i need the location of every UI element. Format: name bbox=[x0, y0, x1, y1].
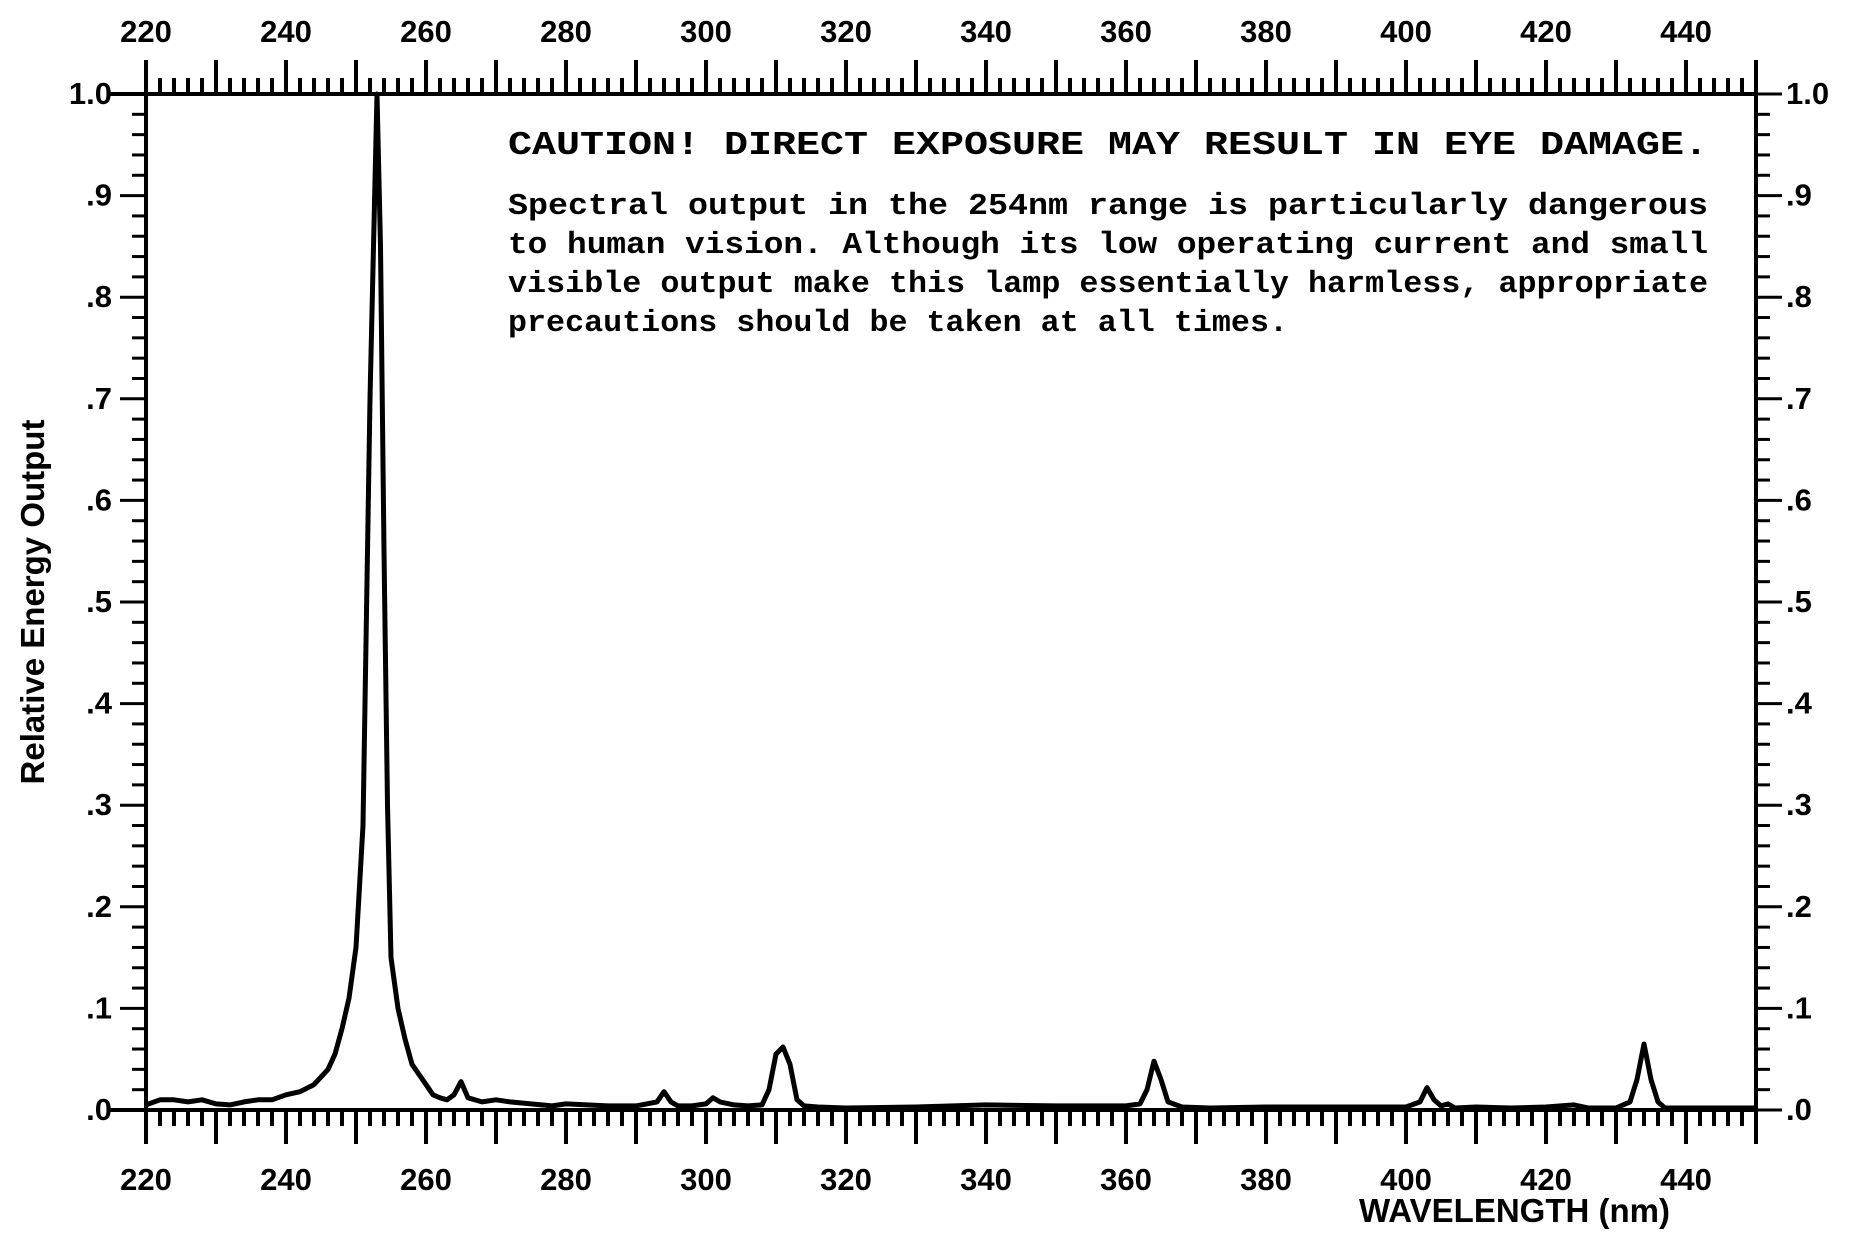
y-tick-label-left: .0 bbox=[86, 1092, 112, 1127]
y-tick-label-right: .4 bbox=[1786, 686, 1813, 721]
y-tick-label-right: .5 bbox=[1786, 584, 1812, 619]
y-tick-label-right: .3 bbox=[1786, 787, 1812, 822]
x-tick-label-top: 260 bbox=[400, 14, 452, 49]
tick-labels: 220 220 240 240 260 260 280 280 300 300 320 320 340 3… bbox=[69, 14, 1829, 1197]
x-tick-label-top: 320 bbox=[820, 14, 872, 49]
y-tick-label-left: .6 bbox=[86, 482, 112, 517]
x-tick-label-top: 280 bbox=[540, 14, 592, 49]
y-tick-label-left: .7 bbox=[86, 381, 112, 416]
x-tick-label-top: 440 bbox=[1660, 14, 1712, 49]
x-tick-label-bottom: 280 bbox=[540, 1162, 592, 1197]
plot-frame bbox=[144, 92, 1758, 1112]
y-axis-title: Relative Energy Output bbox=[14, 420, 51, 785]
x-tick-label-bottom: 320 bbox=[820, 1162, 872, 1197]
x-tick-label-bottom: 260 bbox=[400, 1162, 452, 1197]
y-tick-label-left: 1.0 bbox=[69, 76, 112, 111]
x-tick-label-bottom: 300 bbox=[680, 1162, 732, 1197]
x-tick-label-top: 300 bbox=[680, 14, 732, 49]
x-tick-label-bottom: 420 bbox=[1520, 1162, 1572, 1197]
x-tick-label-bottom: 440 bbox=[1660, 1162, 1712, 1197]
x-tick-label-top: 340 bbox=[960, 14, 1012, 49]
x-axis-title: WAVELENGTH (nm) bbox=[1359, 1192, 1670, 1229]
y-tick-label-right: .8 bbox=[1786, 279, 1812, 314]
tick-marks bbox=[108, 60, 1782, 1144]
y-tick-label-right: .1 bbox=[1786, 990, 1812, 1025]
y-tick-label-left: .4 bbox=[86, 686, 113, 721]
x-tick-label-top: 220 bbox=[120, 14, 172, 49]
x-tick-label-bottom: 400 bbox=[1380, 1162, 1432, 1197]
y-tick-label-right: .9 bbox=[1786, 178, 1812, 213]
caution-line-3: visible output make this lamp essentiall… bbox=[508, 267, 1708, 302]
y-tick-label-left: .5 bbox=[86, 584, 112, 619]
y-tick-label-left: .1 bbox=[86, 990, 112, 1025]
caution-line-4: precautions should be taken at all times… bbox=[508, 306, 1288, 341]
x-tick-label-bottom: 360 bbox=[1100, 1162, 1152, 1197]
x-tick-label-top: 240 bbox=[260, 14, 312, 49]
x-tick-label-top: 380 bbox=[1240, 14, 1292, 49]
caution-line-1: Spectral output in the 254nm range is pa… bbox=[508, 189, 1708, 224]
y-tick-label-left: .2 bbox=[86, 889, 112, 924]
x-tick-label-top: 420 bbox=[1520, 14, 1572, 49]
x-tick-label-bottom: 380 bbox=[1240, 1162, 1292, 1197]
caution-heading: CAUTION! DIRECT EXPOSURE MAY RESULT IN E… bbox=[508, 127, 1708, 164]
x-tick-label-top: 400 bbox=[1380, 14, 1432, 49]
y-tick-label-left: .8 bbox=[86, 279, 112, 314]
x-tick-label-bottom: 340 bbox=[960, 1162, 1012, 1197]
y-tick-label-left: .3 bbox=[86, 787, 112, 822]
x-tick-label-bottom: 220 bbox=[120, 1162, 172, 1197]
x-tick-label-bottom: 240 bbox=[260, 1162, 312, 1197]
y-tick-label-right: .0 bbox=[1786, 1092, 1812, 1127]
y-tick-label-right: .7 bbox=[1786, 381, 1812, 416]
y-tick-label-right: .6 bbox=[1786, 482, 1812, 517]
x-tick-label-top: 360 bbox=[1100, 14, 1152, 49]
caution-line-2: to human vision. Although its low operat… bbox=[508, 228, 1708, 263]
y-tick-label-right: .2 bbox=[1786, 889, 1812, 924]
y-tick-label-left: .9 bbox=[86, 178, 112, 213]
y-tick-label-right: 1.0 bbox=[1786, 76, 1829, 111]
spectrum-line bbox=[145, 91, 1756, 1111]
